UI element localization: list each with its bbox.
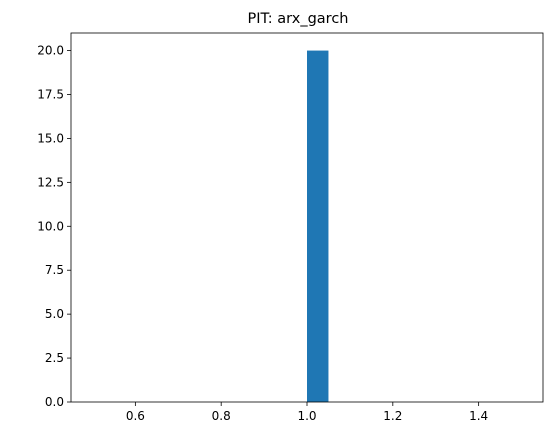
y-tick-label-8: 20.0 <box>37 44 64 58</box>
histogram-bar-0 <box>307 50 329 402</box>
y-tick-label-7: 17.5 <box>37 88 64 102</box>
y-tick-label-3: 7.5 <box>45 263 64 277</box>
y-tick-label-5: 12.5 <box>37 175 64 189</box>
x-tick-label-3: 1.2 <box>383 409 402 423</box>
x-axis-ticks: 0.6 0.8 1.0 1.2 1.4 <box>126 402 488 423</box>
chart-title: PIT: arx_garch <box>248 11 349 27</box>
y-axis-ticks: 0.0 2.5 5.0 7.5 10.0 12.5 15.0 17.5 20.0 <box>37 44 71 409</box>
y-tick-label-4: 10.0 <box>37 219 64 233</box>
x-tick-label-0: 0.6 <box>126 409 145 423</box>
y-tick-label-2: 5.0 <box>45 307 64 321</box>
x-tick-label-4: 1.4 <box>469 409 488 423</box>
x-tick-label-2: 1.0 <box>297 409 316 423</box>
y-tick-label-1: 2.5 <box>45 351 64 365</box>
plot-frame <box>70 32 544 403</box>
y-tick-label-6: 15.0 <box>37 131 64 145</box>
x-tick-label-1: 0.8 <box>212 409 231 423</box>
bar-layer <box>307 50 329 402</box>
y-tick-label-0: 0.0 <box>45 395 64 409</box>
